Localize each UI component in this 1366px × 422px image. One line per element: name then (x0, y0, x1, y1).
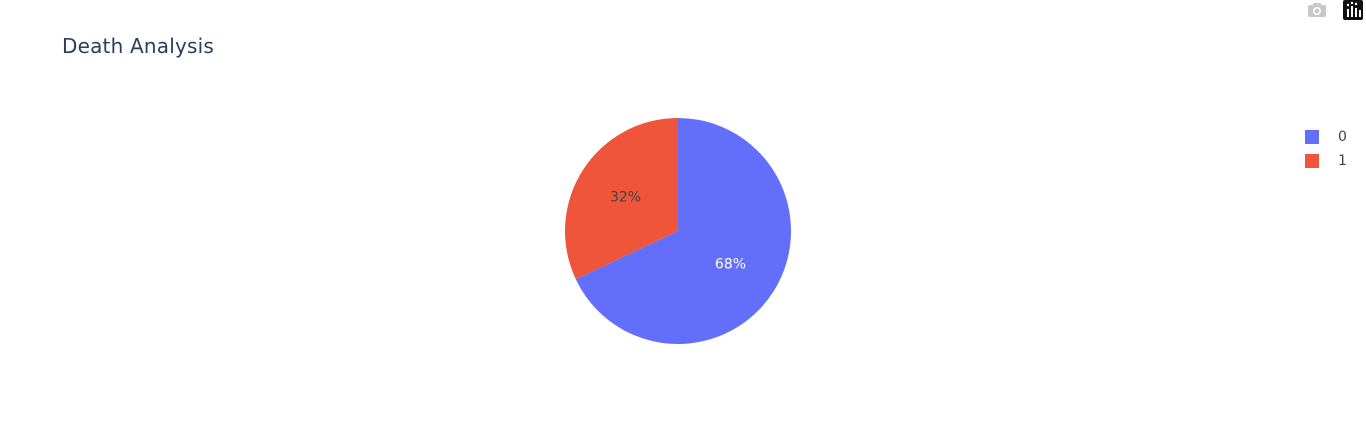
legend-label-0: 0 (1338, 129, 1347, 145)
pie-slice-0[interactable] (575, 118, 791, 345)
pie-slice-labels: 68% 32% (610, 190, 746, 273)
pie-slice-label-0: 68% (715, 256, 746, 272)
chart-title: Death Analysis (62, 34, 215, 58)
legend: 0 1 (1305, 128, 1360, 176)
pie-slices (564, 118, 791, 345)
legend-swatch-0 (1305, 130, 1319, 144)
camera-icon[interactable] (1306, 0, 1328, 20)
pie-slice-1[interactable] (564, 118, 678, 280)
legend-label-1: 1 (1338, 153, 1347, 169)
legend-item-0[interactable]: 0 (1305, 128, 1360, 152)
pie-slice-label-1: 32% (610, 190, 641, 206)
legend-swatch-1 (1305, 154, 1319, 168)
modebar (1286, 0, 1366, 20)
plotly-logo-icon[interactable] (1342, 0, 1364, 20)
legend-item-1[interactable]: 1 (1305, 152, 1360, 176)
